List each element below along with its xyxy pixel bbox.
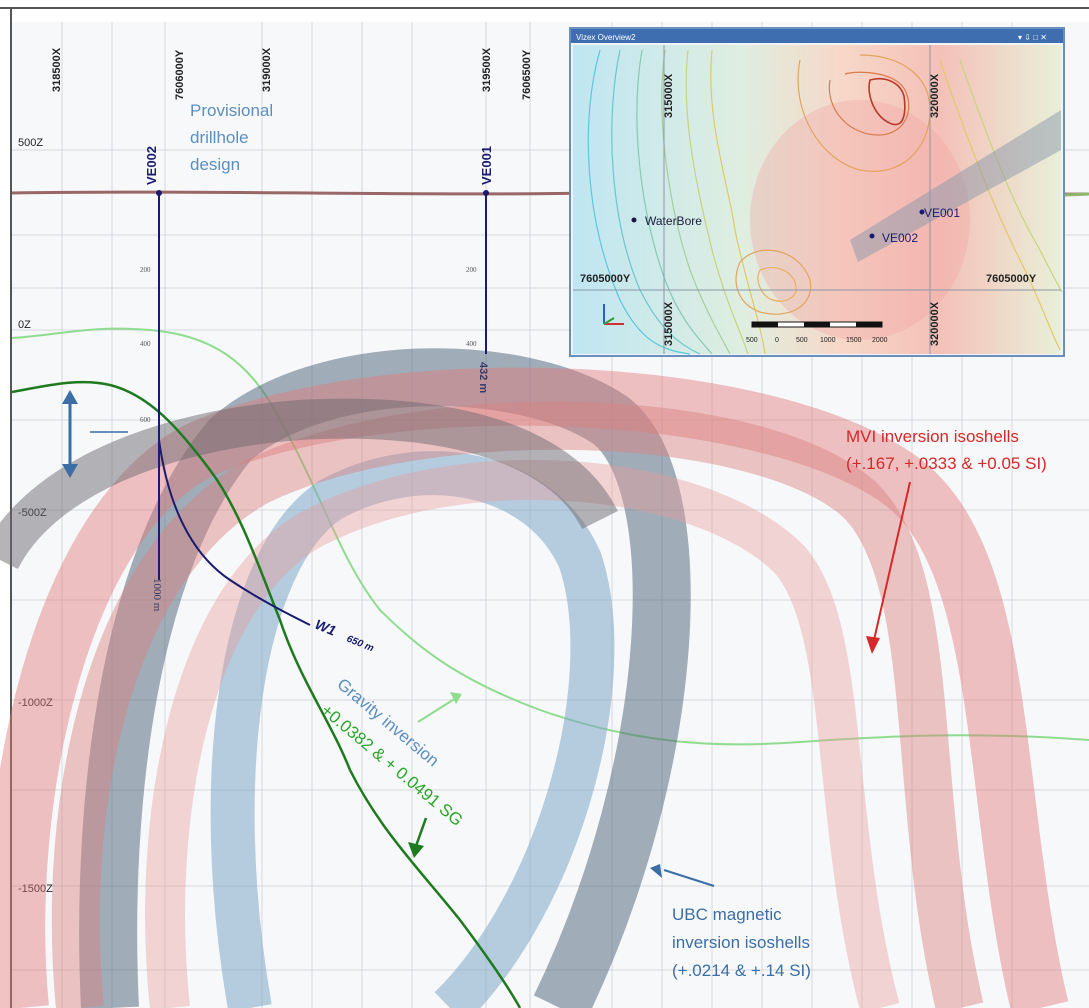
inset-easting-320000-bottom: 320000X xyxy=(929,301,941,346)
provisional-design-line1: Provisional xyxy=(190,101,273,120)
provisional-design-line2: drillhole xyxy=(190,128,249,147)
inset-point-ve001: VE001 xyxy=(924,206,960,220)
gravity-dark-isoshell xyxy=(11,380,522,1008)
easting-tick-318500: 318500X xyxy=(51,47,63,92)
ubc-label-line3: (+.0214 & +.14 SI) xyxy=(672,961,811,980)
ubc-label-line2: inversion isoshells xyxy=(672,933,810,952)
inset-window-controls[interactable]: ▾ ⇩ □ ✕ xyxy=(1018,33,1047,42)
gravity-light-arrow xyxy=(417,692,462,723)
scale-label-2: 500 xyxy=(796,337,808,344)
ve001-depth-200: 200 xyxy=(466,266,477,274)
inset-overview-window[interactable]: Vizex Overview2 ▾ ⇩ □ ✕ 315000X xyxy=(569,27,1065,357)
scale-label-0: 500 xyxy=(746,337,758,344)
mvi-arrow xyxy=(866,481,911,654)
easting-tick-319500: 319500X xyxy=(481,47,493,92)
scale-label-3: 1000 xyxy=(820,337,836,344)
inset-contours xyxy=(587,49,1063,355)
drillhole-ve002[interactable]: VE002 200 400 600 1000 m xyxy=(140,146,163,612)
scale-label-4: 1500 xyxy=(846,337,862,344)
ve001-depth-400: 400 xyxy=(466,340,477,348)
scale-label-1: 0 xyxy=(775,337,779,344)
elevation-tick-minus1000: -1000Z xyxy=(18,697,53,709)
scale-label-5: 2000 xyxy=(872,337,888,344)
mvi-label-line1: MVI inversion isoshells xyxy=(846,427,1019,446)
provisional-design-line3: design xyxy=(190,155,240,174)
gravity-dark-arrow xyxy=(408,817,428,858)
inset-point-waterbore: WaterBore xyxy=(645,214,702,228)
inset-easting-320000-top: 320000X xyxy=(929,73,941,118)
gravity-light-isoshell xyxy=(11,327,1089,746)
drillhole-ve001-label: VE001 xyxy=(479,146,494,185)
ve002-depth-200: 200 xyxy=(140,266,151,274)
mvi-label-line2: (+.167, +.0333 & +0.05 SI) xyxy=(846,454,1047,473)
inset-axis-triad xyxy=(603,304,624,325)
inset-easting-315000-top: 315000X xyxy=(663,73,675,118)
elevation-tick-0: 0Z xyxy=(18,319,31,331)
northing-tick-7606500: 7606500Y xyxy=(521,49,533,100)
drillhole-ve002-label: VE002 xyxy=(144,146,159,185)
ve002-depth-600: 600 xyxy=(140,416,151,424)
easting-tick-319000: 319000X xyxy=(261,47,273,92)
inset-scale-bar: 500 0 500 1000 1500 2000 xyxy=(746,321,888,344)
wedge-w1-label: W1 xyxy=(313,616,339,639)
drillhole-ve001[interactable]: VE001 200 400 432 m xyxy=(466,146,494,393)
elevation-tick-500: 500Z xyxy=(18,137,43,149)
inset-easting-315000-bottom: 315000X xyxy=(663,301,675,346)
ubc-magnetic-isoshells xyxy=(79,348,691,1008)
inset-title: Vizex Overview2 xyxy=(576,33,636,42)
offset-double-arrow xyxy=(62,390,128,478)
inset-northing-left: 7605000Y xyxy=(580,273,631,285)
ubc-arrow xyxy=(650,864,715,887)
ve002-depth-400: 400 xyxy=(140,340,151,348)
inset-map xyxy=(573,45,1061,354)
ve001-end-label: 432 m xyxy=(477,362,489,393)
inset-point-ve002: VE002 xyxy=(882,231,918,245)
inset-title-bar[interactable] xyxy=(571,29,1063,43)
northing-tick-7606000: 7606000Y xyxy=(174,49,186,100)
elevation-tick-minus1500: -1500Z xyxy=(18,883,53,895)
ubc-label-line1: UBC magnetic xyxy=(672,905,782,924)
ve002-end-label: 1000 m xyxy=(151,578,163,612)
inset-northing-right: 7605000Y xyxy=(986,273,1037,285)
ubc-front-shell xyxy=(0,398,618,570)
